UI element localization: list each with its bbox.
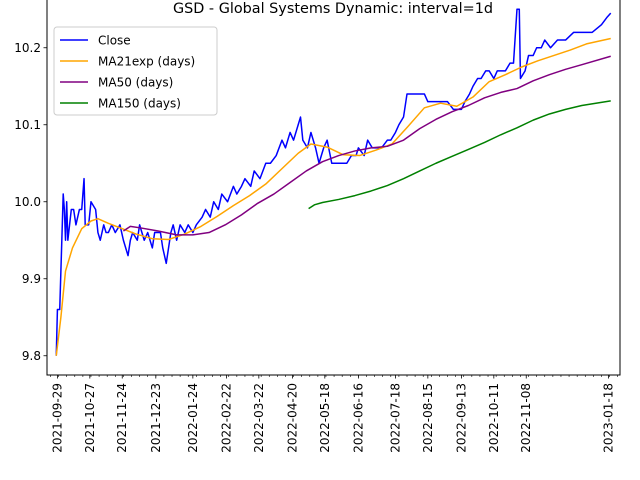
series-line-2 [122,55,611,236]
legend-label-0: Close [98,33,131,47]
x-tick-label: 2022-02-22 [219,383,233,453]
legend: Close MA21exp (days) MA50 (days) MA150 (day… [53,26,218,116]
x-tick-label: 2022-04-20 [285,383,299,453]
x-tick-label: 2022-06-16 [351,383,365,453]
x-tick-label: 2022-01-24 [186,383,200,453]
legend-box [53,26,218,116]
y-tick-label: 9.9 [22,272,41,286]
plot-series [55,8,612,356]
x-tick-label: 2021-09-29 [50,383,64,453]
chart-title: GSD - Global Systems Dynamic: interval=1… [173,1,493,17]
series-line-0 [55,8,612,356]
y-tick-label: 10.1 [14,118,41,132]
x-tick-label: 2022-09-13 [454,383,468,453]
x-tick-label: 2022-08-15 [421,383,435,453]
x-tick-label: 2022-10-11 [487,383,501,453]
x-tick-label: 2022-03-22 [252,383,266,453]
legend-label-1: MA21exp (days) [98,54,195,68]
y-tick-label: 10.2 [14,41,41,55]
y-tick-label: 9.8 [22,349,41,363]
x-tick-label: 2022-05-18 [318,383,332,453]
x-tick-label: 2021-12-23 [149,383,163,453]
x-axis: 2021-09-29 2021-10-27 2021-11-24 2021-12-23… [50,375,618,453]
y-tick-label: 10.0 [14,195,41,209]
x-tick-label: 2023-01-18 [601,383,615,453]
plot-frame [46,0,621,376]
series-line-1 [55,37,611,356]
x-tick-label: 2021-11-24 [115,383,129,453]
x-tick-label: 2021-10-27 [83,383,97,453]
legend-label-3: MA150 (days) [98,96,181,110]
series-line-3 [308,100,611,210]
legend-label-2: MA50 (days) [98,75,173,89]
x-tick-label: 2022-07-18 [388,383,402,453]
x-tick-label: 2022-11-08 [519,383,533,453]
y-axis: 9.8 9.9 10.0 10.1 10.2 [14,41,47,363]
